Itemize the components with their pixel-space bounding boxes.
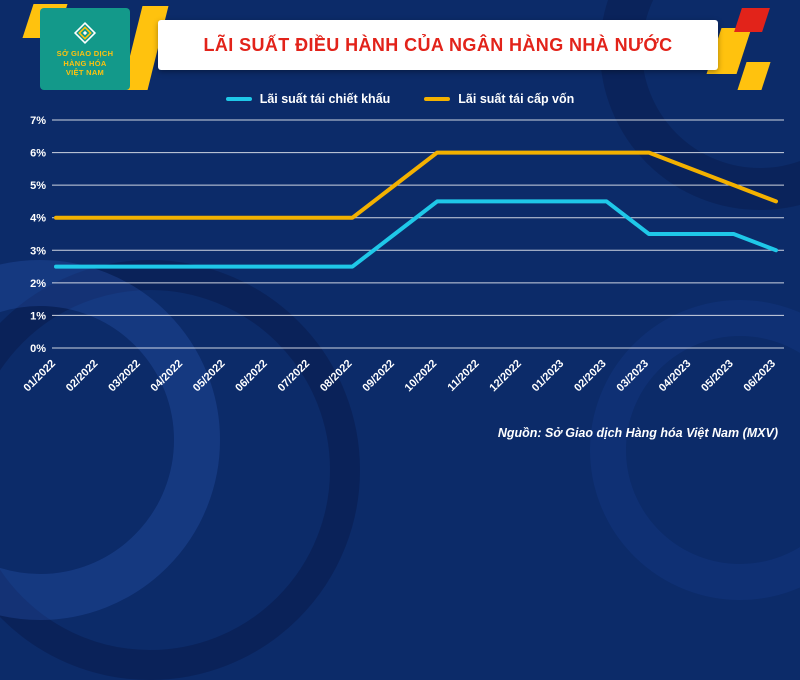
chart-legend: Lãi suất tái chiết khấu Lãi suất tái cấp … <box>0 92 800 106</box>
logo-line-1: SỞ GIAO DỊCH <box>56 48 114 58</box>
x-tick-label: 09/2022 <box>360 358 397 395</box>
y-tick-label: 0% <box>30 343 46 355</box>
series-line <box>54 150 778 220</box>
title-banner: LÃI SUẤT ĐIỀU HÀNH CỦA NGÂN HÀNG NHÀ NƯỚ… <box>158 20 718 70</box>
source-credit: Nguồn: Sở Giao dịch Hàng hóa Việt Nam (M… <box>497 426 778 440</box>
x-tick-label: 06/2022 <box>233 358 270 395</box>
x-tick-label: 07/2022 <box>276 358 313 395</box>
legend-item: Lãi suất tái cấp vốn <box>424 92 574 106</box>
logo-line-3: VIỆT NAM <box>65 68 105 78</box>
x-tick-label: 04/2023 <box>657 358 694 395</box>
legend-swatch <box>424 97 451 101</box>
x-tick-label: 10/2022 <box>403 358 440 395</box>
x-tick-label: 08/2022 <box>318 358 355 395</box>
legend-label: Lãi suất tái cấp vốn <box>458 92 575 106</box>
x-tick-label: 04/2022 <box>149 358 186 395</box>
y-tick-label: 4% <box>30 213 46 225</box>
x-tick-label: 02/2023 <box>572 358 609 395</box>
logo-text: SỞ GIAO DỊCH HÀNG HÓA VIỆT NAM <box>57 49 114 78</box>
y-tick-label: 2% <box>30 278 46 290</box>
x-tick-label: 12/2022 <box>487 358 524 395</box>
legend-swatch <box>225 97 252 101</box>
logo-line-2: HÀNG HÓA <box>63 58 107 68</box>
x-tick-label: 01/2022 <box>22 358 59 395</box>
mxv-logo: SỞ GIAO DỊCH HÀNG HÓA VIỆT NAM <box>40 8 130 90</box>
legend-item: Lãi suất tái chiết khấu <box>225 92 391 106</box>
y-tick-label: 5% <box>30 180 46 192</box>
diamond-logo-icon <box>73 21 97 44</box>
x-tick-label: 02/2022 <box>64 358 101 395</box>
y-tick-label: 3% <box>30 245 46 257</box>
x-tick-label: 06/2023 <box>742 358 779 395</box>
y-tick-label: 1% <box>30 310 46 322</box>
line-chart: 0%1%2%3%4%5%6%7%01/2022 02/2022 03/2022 04/… <box>22 115 784 395</box>
x-tick-label: 05/2023 <box>699 358 736 395</box>
series-line <box>54 199 778 269</box>
y-tick-label: 6% <box>30 148 46 160</box>
page-title: LÃI SUẤT ĐIỀU HÀNH CỦA NGÂN HÀNG NHÀ NƯỚ… <box>203 34 673 55</box>
x-tick-label: 01/2023 <box>530 358 567 395</box>
red-accent-shape <box>734 8 770 32</box>
x-tick-label: 03/2022 <box>106 358 143 395</box>
legend-label: Lãi suất tái chiết khấu <box>259 92 391 106</box>
x-tick-label: 05/2022 <box>191 358 228 395</box>
yellow-accent-shape <box>737 62 771 90</box>
y-tick-label: 7% <box>30 115 46 127</box>
x-tick-label: 03/2023 <box>614 358 651 395</box>
x-tick-label: 11/2022 <box>445 358 481 394</box>
